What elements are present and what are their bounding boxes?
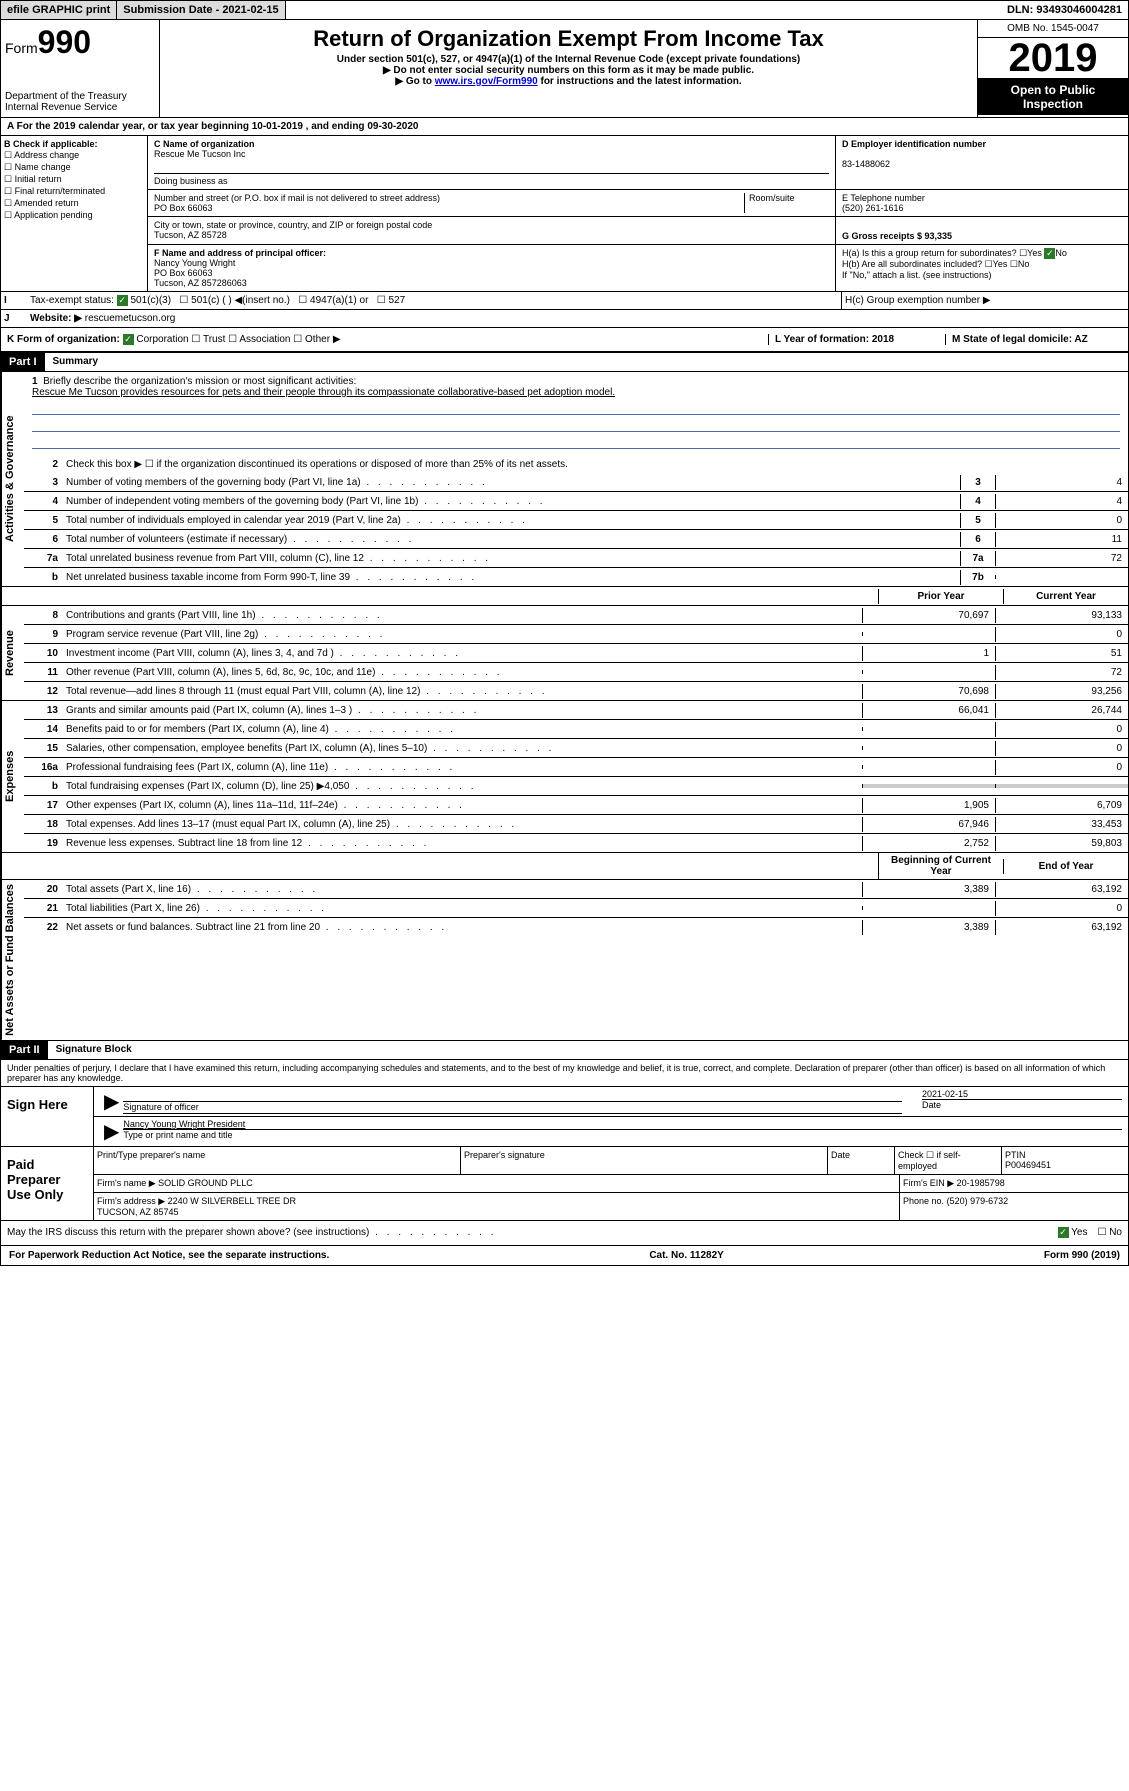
note-link: ▶ Go to www.irs.gov/Form990 for instruct… xyxy=(164,76,973,87)
sign-here-label: Sign Here xyxy=(1,1087,94,1146)
check-501c3[interactable]: ✓ xyxy=(117,295,128,306)
footer-paperwork: For Paperwork Reduction Act Notice, see … xyxy=(9,1250,329,1261)
telephone: (520) 261-1616 xyxy=(842,203,904,213)
note-ssn: ▶ Do not enter social security numbers o… xyxy=(164,65,973,76)
label-governance: Activities & Governance xyxy=(1,372,24,586)
submission-date: Submission Date - 2021-02-15 xyxy=(117,1,285,19)
part2-title: Signature Block xyxy=(48,1041,140,1059)
ptin: P00469451 xyxy=(1005,1160,1051,1170)
tax-exempt-status: Tax-exempt status: ✓ 501(c)(3) ☐ 501(c) … xyxy=(27,292,841,309)
line-18: 18Total expenses. Add lines 13–17 (must … xyxy=(24,815,1128,834)
line-5: 5Total number of individuals employed in… xyxy=(24,511,1128,530)
efile-graphic-button[interactable]: efile GRAPHIC print xyxy=(1,1,117,19)
line-10: 10Investment income (Part VIII, column (… xyxy=(24,644,1128,663)
officer-name: Nancy Young Wright xyxy=(154,258,235,268)
sign-date: 2021-02-15 xyxy=(922,1089,968,1099)
line-3: 3Number of voting members of the governi… xyxy=(24,473,1128,492)
form-title: Return of Organization Exempt From Incom… xyxy=(164,26,973,52)
irs-link[interactable]: www.irs.gov/Form990 xyxy=(435,76,538,87)
line-8: 8Contributions and grants (Part VIII, li… xyxy=(24,606,1128,625)
mission-text: Rescue Me Tucson provides resources for … xyxy=(32,387,615,398)
org-city: Tucson, AZ 85728 xyxy=(154,230,227,240)
check-self-employed[interactable]: Check ☐ if self-employed xyxy=(895,1147,1002,1174)
paid-preparer-label: Paid Preparer Use Only xyxy=(1,1147,94,1220)
discuss-yes[interactable]: ✓ Yes xyxy=(1058,1227,1088,1238)
footer-form: Form 990 (2019) xyxy=(1044,1250,1120,1261)
footer-cat: Cat. No. 11282Y xyxy=(649,1250,723,1261)
line-b: bTotal fundraising expenses (Part IX, co… xyxy=(24,777,1128,796)
line-20: 20Total assets (Part X, line 16)3,38963,… xyxy=(24,880,1128,899)
ein: 83-1488062 xyxy=(842,159,890,169)
dln: DLN: 93493046004281 xyxy=(1001,1,1128,19)
line-13: 13Grants and similar amounts paid (Part … xyxy=(24,701,1128,720)
ein-label: D Employer identification number xyxy=(842,139,986,149)
check-final-return[interactable]: ☐ Final return/terminated xyxy=(4,186,144,197)
line-7a: 7aTotal unrelated business revenue from … xyxy=(24,549,1128,568)
line-14: 14Benefits paid to or for members (Part … xyxy=(24,720,1128,739)
check-name-change[interactable]: ☐ Name change xyxy=(4,162,144,173)
form-number: Form990 xyxy=(5,24,155,61)
check-initial-return[interactable]: ☐ Initial return xyxy=(4,174,144,185)
line-17: 17Other expenses (Part IX, column (A), l… xyxy=(24,796,1128,815)
h-b: H(b) Are all subordinates included? ☐Yes… xyxy=(842,259,1122,270)
officer-signature-name: Nancy Young Wright President xyxy=(123,1119,245,1129)
check-address-change[interactable]: ☐ Address change xyxy=(4,150,144,161)
line-21: 21Total liabilities (Part X, line 26)0 xyxy=(24,899,1128,918)
department: Department of the Treasury Internal Reve… xyxy=(5,91,155,113)
form-header: Form990 Department of the Treasury Inter… xyxy=(1,20,1128,118)
line-16a: 16aProfessional fundraising fees (Part I… xyxy=(24,758,1128,777)
top-bar: efile GRAPHIC print Submission Date - 20… xyxy=(1,1,1128,20)
line-22: 22Net assets or fund balances. Subtract … xyxy=(24,918,1128,936)
h-b-note: If "No," attach a list. (see instruction… xyxy=(842,270,1122,280)
section-b: B Check if applicable: ☐ Address change … xyxy=(1,136,148,291)
check-corporation[interactable]: ✓ xyxy=(123,334,134,345)
part1-title: Summary xyxy=(45,353,107,371)
line-2: Check this box ▶ ☐ if the organization d… xyxy=(62,457,1128,472)
org-name: Rescue Me Tucson Inc xyxy=(154,149,246,159)
firm-name: SOLID GROUND PLLC xyxy=(158,1178,253,1188)
tax-year: 2019 xyxy=(978,38,1128,79)
part1-header: Part I xyxy=(1,353,45,371)
year-formation: L Year of formation: 2018 xyxy=(768,334,945,345)
col-end-year: End of Year xyxy=(1003,859,1128,874)
state-domicile: M State of legal domicile: AZ xyxy=(945,334,1122,345)
open-public-badge: Open to Public Inspection xyxy=(978,79,1128,115)
h-c: H(c) Group exemption number ▶ xyxy=(841,292,1128,309)
line-6: 6Total number of volunteers (estimate if… xyxy=(24,530,1128,549)
h-a: H(a) Is this a group return for subordin… xyxy=(842,248,1122,259)
line-4: 4Number of independent voting members of… xyxy=(24,492,1128,511)
col-begin-year: Beginning of Current Year xyxy=(878,853,1003,879)
check-application-pending[interactable]: ☐ Application pending xyxy=(4,210,144,221)
firm-phone: (520) 979-6732 xyxy=(947,1196,1009,1206)
line-19: 19Revenue less expenses. Subtract line 1… xyxy=(24,834,1128,852)
line-12: 12Total revenue—add lines 8 through 11 (… xyxy=(24,682,1128,700)
firm-ein: 20-1985798 xyxy=(957,1178,1005,1188)
line-11: 11Other revenue (Part VIII, column (A), … xyxy=(24,663,1128,682)
org-address: PO Box 66063 xyxy=(154,203,213,213)
check-amended-return[interactable]: ☐ Amended return xyxy=(4,198,144,209)
label-revenue: Revenue xyxy=(1,606,24,700)
col-prior-year: Prior Year xyxy=(878,589,1003,604)
form-of-org: K Form of organization: ✓ Corporation ☐ … xyxy=(7,334,768,345)
discuss-no[interactable]: ☐ No xyxy=(1097,1227,1122,1238)
penalty-statement: Under penalties of perjury, I declare th… xyxy=(1,1060,1128,1087)
part2-header: Part II xyxy=(1,1041,48,1059)
label-expenses: Expenses xyxy=(1,701,24,852)
gross-receipts: G Gross receipts $ 93,335 xyxy=(842,231,952,241)
discuss-question: May the IRS discuss this return with the… xyxy=(7,1227,497,1238)
officer-address: PO Box 66063 Tucson, AZ 857286063 xyxy=(154,268,247,288)
line-15: 15Salaries, other compensation, employee… xyxy=(24,739,1128,758)
website: Website: ▶ rescuemetucson.org xyxy=(27,310,1128,327)
line-b: bNet unrelated business taxable income f… xyxy=(24,568,1128,586)
label-net-assets: Net Assets or Fund Balances xyxy=(1,880,24,1040)
col-current-year: Current Year xyxy=(1003,589,1128,604)
form-subtitle: Under section 501(c), 527, or 4947(a)(1)… xyxy=(164,54,973,65)
row-a-tax-year: A For the 2019 calendar year, or tax yea… xyxy=(1,118,1128,136)
line-9: 9Program service revenue (Part VIII, lin… xyxy=(24,625,1128,644)
